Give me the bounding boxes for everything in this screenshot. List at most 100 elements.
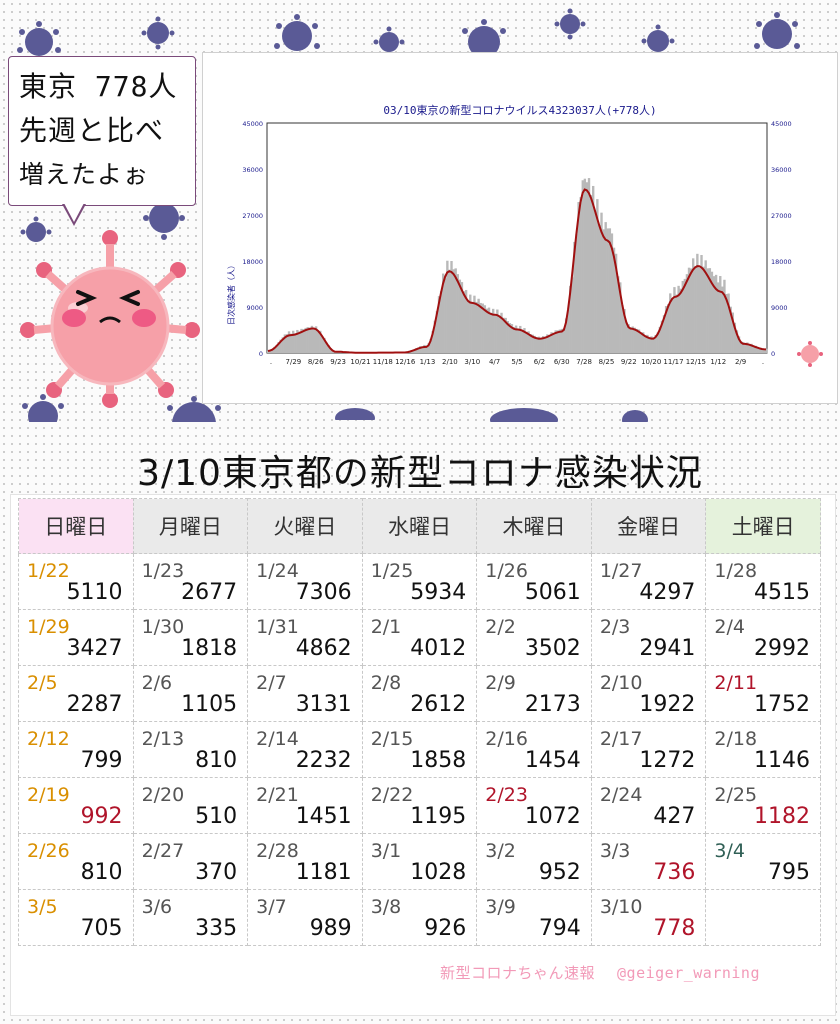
calendar-day-cell [705,889,821,946]
daily-bar [271,349,274,353]
calendar-case-count: 1451 [295,804,352,829]
calendar-date: 2/23 [485,784,528,806]
daily-bar [681,280,684,353]
daily-bar [737,336,741,353]
y-axis-label: 日次感染者（人） [226,261,236,325]
daily-bar [619,282,622,353]
y-tick-left: 18000 [242,258,263,266]
calendar-case-count: 794 [538,916,581,941]
calendar-week-row: 2/5 2287 2/6 1105 2/7 3131 2/8 2612 2/9 2173 2/10 1… [18,665,821,722]
daily-bar [677,285,680,353]
calendar-date: 1/28 [714,560,758,582]
daily-bar [283,334,287,353]
daily-bar [583,178,587,353]
calendar-day-cell: 2/22 1195 [361,777,478,834]
calendar-week-row: 2/19 992 2/20 510 2/21 1451 2/22 1195 2/23 1072 2/… [18,777,821,834]
calendar-date: 2/26 [27,840,70,862]
calendar-date: 3/3 [599,840,631,862]
daily-bar [756,347,759,353]
y-tick-right: 9000 [771,304,788,312]
calendar-day-cell: 2/7 3131 [247,665,363,722]
x-tick-label: 6/30 [554,358,570,366]
x-tick-label: 9/22 [621,358,637,366]
calendar-case-count: 1858 [410,748,467,773]
daily-bar [469,294,472,353]
daily-bar [575,234,578,353]
footer-credit: 新型コロナちゃん速報 @geiger_warning [440,962,782,983]
weekday-header-saturday: 土曜日 [705,498,821,554]
y-tick-right: 36000 [771,166,792,174]
daily-bar [425,345,428,353]
daily-bar [623,308,626,353]
calendar-case-count: 3427 [66,636,123,661]
daily-bar [610,233,614,353]
y-tick-group-left: 0 9000 18000 27000 36000 45000 [242,120,263,358]
daily-bar [662,315,666,353]
calendar-day-cell: 3/4 795 [705,833,821,890]
weekday-header-thursday: 木曜日 [476,498,592,554]
daily-bar [467,300,470,353]
calendar-case-count: 1182 [754,804,810,829]
daily-bar [477,298,480,353]
trend-line [267,188,767,354]
daily-bar [656,332,659,353]
calendar-day-cell: 1/23 2677 [132,553,249,610]
calendar-date: 2/6 [141,672,173,694]
daily-bar [708,268,712,353]
calendar-day-cell: 1/30 1818 [132,609,249,666]
daily-bar [592,185,595,353]
calendar-day-cell: 2/2 3502 [476,609,592,666]
daily-bar [498,315,501,353]
calendar-date: 3/4 [714,840,745,862]
calendar-case-count: 705 [80,916,123,941]
daily-bar [525,331,528,353]
calendar-date: 2/21 [256,784,299,806]
daily-bar [696,253,699,353]
daily-bar [646,334,649,353]
daily-bar [550,332,553,353]
calendar-date: 2/8 [370,672,402,694]
calendar-case-count: 5110 [66,580,123,605]
chart-title: 03/10東京の新型コロナウイルス4323037人(+778人) [383,103,656,117]
weekly-cases-calendar: 日曜日 月曜日 火曜日 水曜日 木曜日 金曜日 土曜日 1/22 5110 1/23… [18,498,821,946]
calendar-day-cell: 1/22 5110 [18,553,134,610]
daily-bar [483,305,487,353]
calendar-date: 2/16 [485,728,528,750]
calendar-day-cell: 2/28 1181 [247,833,363,890]
daily-bar [439,291,443,353]
daily-bar [537,336,541,353]
daily-bar [535,337,539,353]
daily-bar [629,327,632,353]
calendar-date: 2/12 [27,728,70,750]
daily-bar [504,317,507,353]
x-tick-label: . [270,358,272,366]
daily-bar [635,328,639,353]
daily-bar [731,312,734,353]
calendar-date: 2/4 [714,616,745,638]
daily-bar [475,301,478,353]
speech-bubble: 東京 778人 先週と比べ 増えたよぉ [8,56,196,206]
daily-bar [462,291,466,353]
daily-bar [598,225,601,353]
x-tick-label: 4/7 [489,358,500,366]
calendar-case-count: 1146 [754,748,810,773]
daily-bar [310,325,314,353]
calendar-date: 1/31 [256,616,299,638]
daily-bar [639,332,643,353]
daily-bar [654,334,657,353]
daily-bar [494,315,497,353]
daily-bar [510,324,514,353]
daily-bar [725,294,728,353]
daily-bar [694,266,697,353]
daily-bar [739,341,743,353]
calendar-day-cell: 2/17 1272 [590,721,707,778]
x-tick-label: 2/10 [442,358,458,366]
daily-bar [552,332,555,353]
daily-bar [496,309,499,353]
daily-bar [414,348,418,353]
daily-bar [658,326,662,353]
daily-bar [502,317,505,353]
x-tick-label: 7/29 [286,358,302,366]
calendar-date: 1/30 [141,616,185,638]
virus-icon [167,396,221,422]
